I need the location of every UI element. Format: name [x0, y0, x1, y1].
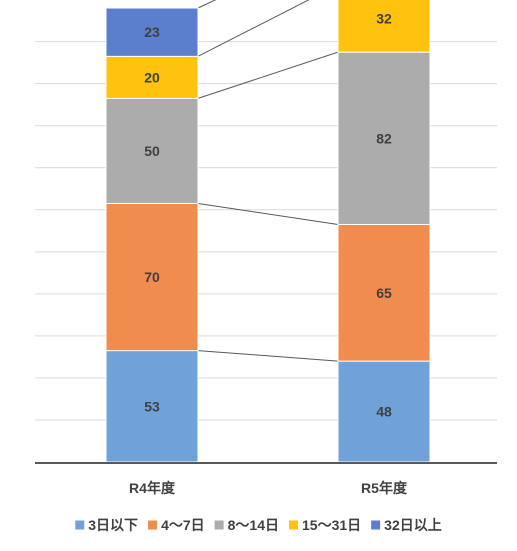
data-label: 50	[144, 143, 160, 159]
legend-swatch	[214, 520, 224, 530]
data-label: 70	[144, 269, 160, 285]
legend-swatch	[148, 520, 158, 530]
legend-item: 3日以下	[75, 517, 138, 533]
legend-label: 15〜31日	[302, 517, 361, 533]
legend-label: 8〜14日	[228, 517, 279, 533]
bar-segment	[337, 360, 431, 463]
series-connector-line	[197, 0, 217, 9]
bar-segment	[105, 202, 199, 352]
legend-item: 15〜31日	[289, 517, 361, 533]
legend-label: 4〜7日	[161, 517, 205, 533]
bar-segment	[105, 97, 199, 204]
data-label: 65	[376, 285, 392, 301]
legend-label: 32日以上	[384, 517, 442, 533]
legend-item: 4〜7日	[148, 517, 205, 533]
data-label: 53	[144, 398, 160, 414]
legend: 3日以下 4〜7日 8〜14日 15〜31日 32日以上	[75, 517, 442, 533]
series-connector-line	[197, 202, 339, 225]
legend-item: 8〜14日	[214, 517, 279, 533]
bar-segment	[337, 0, 431, 53]
data-label: 23	[144, 24, 160, 40]
bar-segment	[105, 55, 199, 99]
data-label: 20	[144, 69, 160, 85]
series-connector-line	[197, 0, 310, 57]
data-labels: 53705020234865823220	[144, 11, 392, 420]
bar-segment	[337, 223, 431, 362]
bar-segment	[105, 7, 199, 57]
category-label: R5年度	[361, 480, 408, 496]
data-label: 48	[376, 404, 392, 420]
data-label: 32	[376, 11, 392, 27]
data-label: 82	[376, 130, 392, 146]
legend-swatch	[75, 520, 85, 530]
bars	[105, 0, 431, 463]
legend-item: 32日以上	[371, 517, 442, 533]
legend-label: 3日以下	[88, 517, 138, 533]
bar-segment	[337, 51, 431, 225]
category-label: R4年度	[129, 480, 176, 496]
series-connector-line	[197, 350, 339, 362]
legend-swatch	[371, 520, 381, 530]
legend-swatch	[289, 520, 298, 530]
series-connector-line	[197, 51, 339, 99]
category-labels: R4年度 R5年度	[129, 480, 408, 496]
series-connector-lines	[197, 0, 339, 362]
